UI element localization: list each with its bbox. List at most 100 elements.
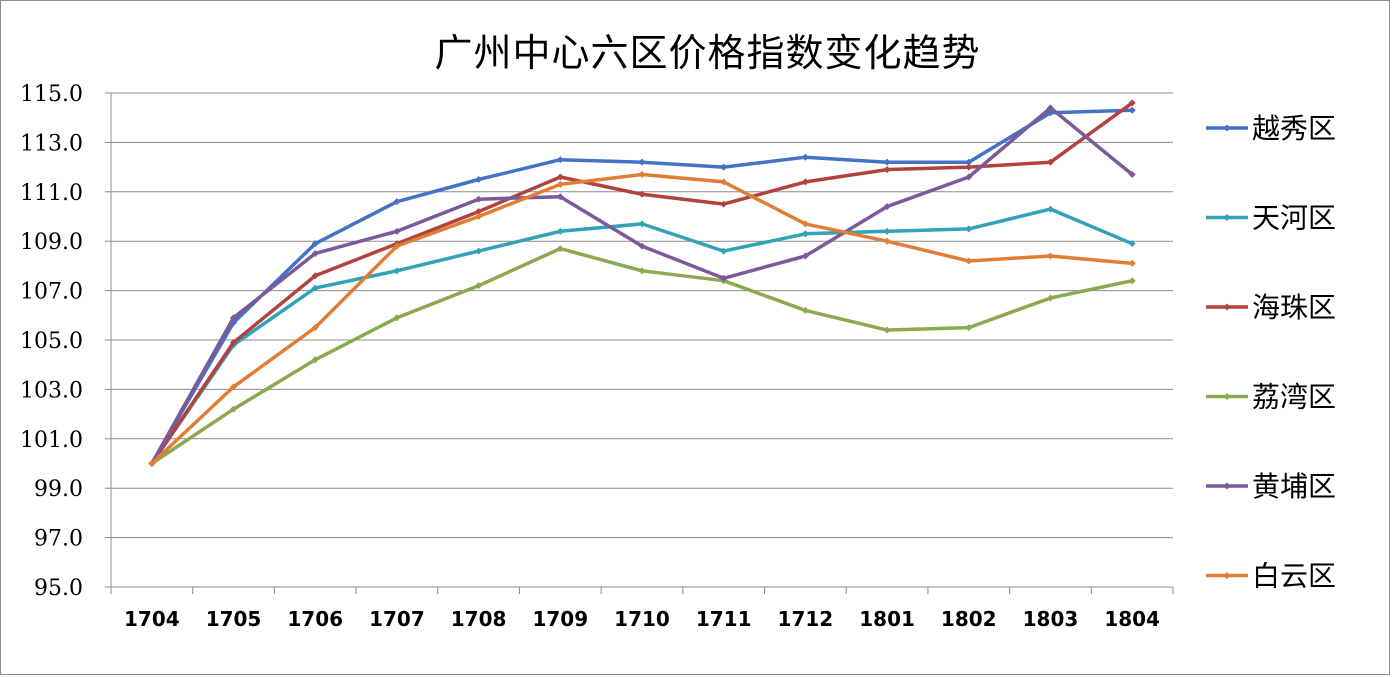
- data-point: [965, 163, 973, 171]
- data-point: [638, 267, 646, 275]
- data-point: [720, 178, 728, 186]
- data-point: [801, 220, 809, 228]
- gridlines: [105, 92, 1173, 588]
- series-lines: [148, 99, 1136, 467]
- data-point: [556, 180, 564, 188]
- data-point: [720, 274, 728, 282]
- x-tick-label: 1708: [451, 607, 507, 631]
- legend-marker: [1223, 303, 1231, 311]
- data-point: [311, 240, 319, 248]
- y-tick-label: 107.0: [20, 280, 83, 305]
- legend-item: 海珠区: [1206, 291, 1336, 324]
- data-point: [393, 227, 401, 235]
- data-point: [1128, 277, 1136, 285]
- x-tick-label: 1704: [124, 607, 180, 631]
- data-point: [393, 242, 401, 250]
- y-tick-label: 113.0: [20, 131, 83, 156]
- x-tick-label: 1801: [859, 607, 915, 631]
- data-point: [638, 242, 646, 250]
- series-line: [150, 101, 1134, 466]
- y-tick-label: 99.0: [34, 477, 83, 502]
- data-point: [638, 158, 646, 166]
- x-tick-label: 1712: [778, 607, 834, 631]
- data-point: [965, 225, 973, 233]
- y-tick-label: 95.0: [34, 576, 83, 601]
- data-point: [393, 314, 401, 322]
- y-tick-label: 101.0: [20, 428, 83, 453]
- data-point: [230, 314, 238, 322]
- legend-marker: [1223, 214, 1231, 221]
- y-tick-label: 109.0: [20, 230, 83, 255]
- data-point: [638, 220, 646, 228]
- data-point: [475, 282, 483, 290]
- data-point: [801, 252, 809, 260]
- data-point: [475, 175, 483, 183]
- legend-label: 海珠区: [1252, 291, 1336, 324]
- data-point: [883, 237, 891, 245]
- data-point: [311, 356, 319, 364]
- data-point: [475, 247, 483, 255]
- x-tick-label: 1711: [696, 607, 752, 631]
- legend-label: 天河区: [1252, 202, 1336, 235]
- legend-item: 荔湾区: [1206, 381, 1336, 414]
- x-tick-label: 1804: [1104, 607, 1160, 631]
- y-tick-label: 105.0: [20, 329, 83, 354]
- y-tick-label: 115.0: [20, 82, 83, 107]
- data-point: [801, 230, 809, 238]
- series-黄埔区: [148, 104, 1136, 467]
- x-tick-label: 1706: [287, 607, 343, 631]
- legend-label: 越秀区: [1252, 112, 1336, 145]
- data-point: [148, 460, 156, 467]
- data-point: [883, 166, 891, 174]
- data-point: [230, 405, 238, 413]
- data-point: [311, 250, 319, 258]
- data-point: [965, 173, 973, 181]
- data-point: [393, 198, 401, 206]
- data-point: [965, 257, 973, 265]
- data-point: [230, 338, 238, 346]
- data-point: [638, 171, 646, 179]
- data-point: [556, 245, 564, 253]
- data-point: [965, 324, 973, 332]
- legend-item: 黄埔区: [1206, 470, 1336, 503]
- data-point: [230, 383, 238, 391]
- legend-label: 黄埔区: [1252, 470, 1336, 503]
- x-tick-label: 1803: [1023, 607, 1079, 631]
- x-tick-labels: 1704 1705 1706 1707 1708 1709 1710 1711 1712 1801…: [124, 607, 1160, 631]
- data-point: [965, 158, 973, 166]
- data-point: [1046, 104, 1054, 112]
- legend-item: 越秀区: [1206, 112, 1336, 145]
- data-point: [393, 267, 401, 275]
- data-point: [638, 190, 646, 198]
- y-tick-label: 97.0: [34, 527, 83, 552]
- data-point: [1128, 99, 1136, 107]
- data-point: [883, 203, 891, 211]
- legend-marker: [1223, 572, 1231, 579]
- series-白云区: [148, 171, 1136, 467]
- data-point: [556, 156, 564, 164]
- x-tick-label: 1710: [614, 607, 670, 631]
- data-point: [1128, 106, 1136, 114]
- data-point: [556, 173, 564, 181]
- legend-item: 天河区: [1206, 202, 1336, 235]
- data-point: [1046, 158, 1054, 166]
- series-line: [150, 246, 1134, 466]
- data-point: [475, 213, 483, 220]
- x-tick-label: 1705: [206, 607, 262, 631]
- data-point: [556, 193, 564, 201]
- data-point: [883, 158, 891, 166]
- y-tick-label: 111.0: [20, 181, 83, 206]
- data-point: [475, 195, 483, 203]
- data-point: [720, 200, 728, 208]
- data-point: [1128, 240, 1136, 248]
- chart-title: 广州中心六区价格指数变化趋势: [434, 31, 981, 75]
- legend-marker: [1223, 124, 1231, 132]
- y-tick-label: 103.0: [20, 378, 83, 403]
- axes: [110, 93, 1174, 594]
- data-point: [720, 247, 728, 255]
- series-荔湾区: [148, 245, 1136, 467]
- legend-item: 白云区: [1206, 560, 1336, 593]
